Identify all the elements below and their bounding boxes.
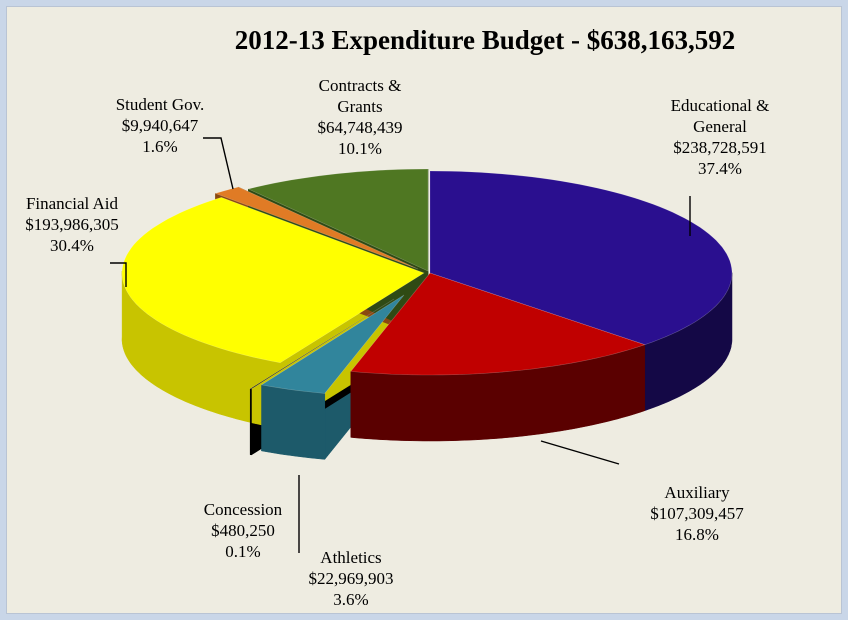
slice-side-auxiliary [350,344,646,442]
slice-side-athletics [261,384,326,460]
data-label-student-gov: Student Gov. $9,940,647 1.6% [116,95,205,156]
data-label-athletics: Athletics $22,969,903 3.6% [309,548,394,609]
leader-line-financial-aid [110,262,127,287]
slice-side-financial-aid [121,270,281,430]
slice-athletics [260,294,405,394]
slice-contracts [247,168,429,272]
leader-line-auxiliary [540,440,620,465]
data-label-concession: Concession $480,250 0.1% [204,500,283,561]
data-label-financial-aid: Financial Aid $193,986,305 30.4% [25,194,119,255]
slice-concession [249,298,395,390]
data-label-educational: Educational & General $238,728,591 37.4% [671,96,770,178]
slice-educational [429,170,733,346]
pie-chart: 2012-13 Expenditure Budget - $638,163,59… [25,25,770,609]
slice-financial-aid [121,197,425,364]
slice-auxiliary [350,272,646,376]
data-label-auxiliary: Auxiliary $107,309,457 16.8% [650,483,744,544]
slice-student-gov [214,186,419,270]
chart-frame: 2012-13 Expenditure Budget - $638,163,59… [6,6,842,614]
data-label-contracts: Contracts & Grants $64,748,439 10.1% [318,76,403,158]
chart-title: 2012-13 Expenditure Budget - $638,163,59… [235,25,736,55]
slice-side-concession [249,388,252,456]
leader-line-student-gov [203,137,234,190]
